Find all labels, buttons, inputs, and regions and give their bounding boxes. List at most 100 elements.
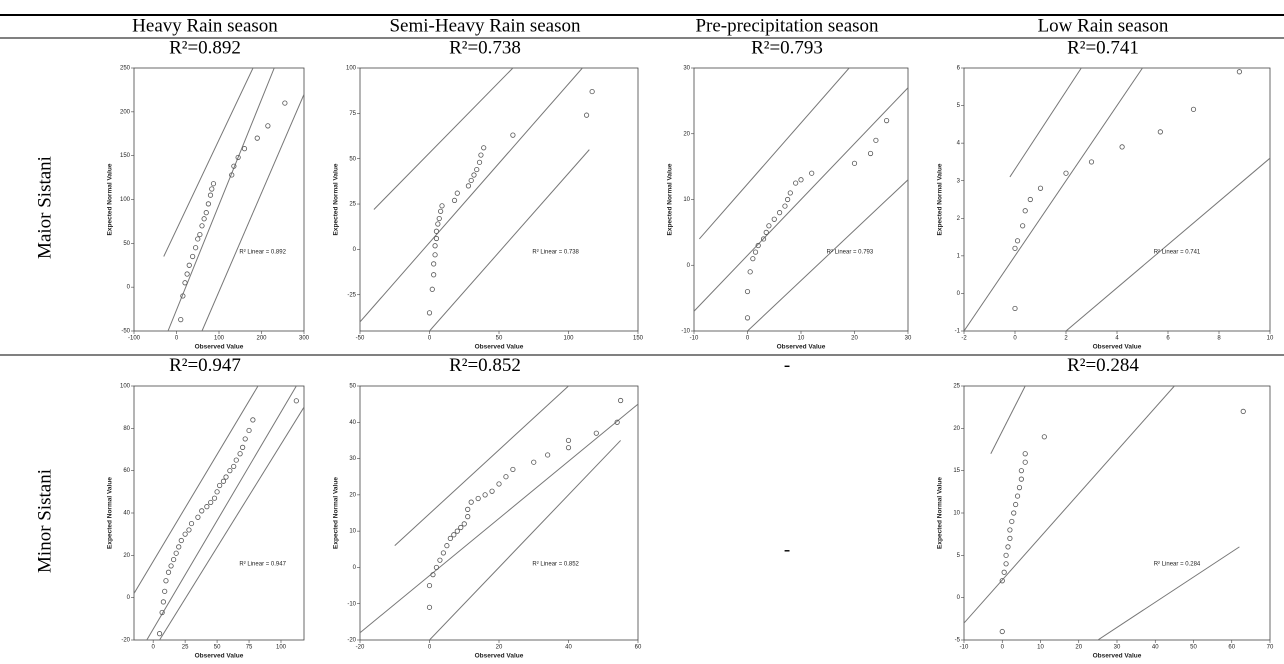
data-point — [246, 427, 252, 434]
data-point — [468, 499, 474, 505]
y-tick-label: 10 — [953, 511, 960, 517]
data-point — [1018, 476, 1024, 482]
y-axis-label: Expected Normal Value — [937, 477, 944, 549]
data-point — [465, 514, 471, 520]
data-point — [1020, 223, 1026, 229]
plot-frame — [963, 385, 1271, 641]
data-point — [1018, 468, 1024, 474]
data-point — [589, 88, 595, 95]
data-point — [197, 231, 203, 238]
x-tick-label: 60 — [1228, 645, 1235, 651]
data-point — [1240, 408, 1246, 414]
qq-plot: -1 0 1 2 3 4 5 6 -2 0 2 4 6 8 10 Expected Normal Value O… — [937, 66, 1274, 351]
data-point — [510, 132, 516, 138]
y-tick-label: 10 — [349, 529, 356, 535]
fit-annotation: R² Linear = 0.852 — [532, 561, 579, 567]
data-point — [1119, 144, 1125, 150]
y-axis-label: Expected Normal Value — [937, 163, 944, 235]
data-point — [883, 118, 890, 124]
reference-line — [1065, 157, 1270, 331]
y-tick-label: -20 — [347, 638, 356, 644]
y-tick-label: -10 — [681, 329, 690, 335]
data-point — [165, 569, 172, 575]
plot-frame — [963, 67, 1271, 332]
data-point — [474, 166, 480, 173]
data-point — [199, 508, 205, 514]
y-tick-label: 30 — [349, 456, 356, 462]
y-tick-label: 0 — [353, 247, 357, 253]
data-point — [1011, 510, 1017, 516]
reference-line — [429, 149, 590, 331]
y-tick-label: 0 — [957, 595, 961, 601]
y-tick-label: 150 — [120, 153, 131, 159]
reference-lines — [964, 386, 1240, 640]
y-tick-label: 75 — [349, 111, 356, 117]
data-point — [220, 478, 227, 484]
data-point — [1001, 569, 1007, 575]
y-tick-label: 5 — [957, 553, 961, 559]
reference-line — [394, 386, 569, 547]
y-tick-label: 3 — [957, 178, 961, 184]
reference-line — [698, 68, 850, 240]
data-point — [771, 216, 777, 222]
r-squared: - — [784, 355, 790, 376]
data-point — [782, 203, 788, 209]
x-tick-label: 0 — [428, 336, 432, 342]
data-point — [184, 271, 190, 277]
y-tick-label: 100 — [120, 384, 131, 390]
fit-annotation: R² Linear = 0.284 — [1154, 561, 1201, 567]
data-point — [433, 235, 440, 242]
data-point — [785, 196, 791, 203]
data-point — [867, 150, 874, 157]
reference-line — [747, 179, 908, 331]
x-tick-label: 200 — [256, 336, 267, 342]
data-point — [1190, 106, 1197, 112]
fit-annotation: R² Linear = 0.947 — [239, 561, 286, 567]
y-tick-label: 20 — [953, 426, 960, 432]
fit-annotation: R² Linear = 0.738 — [532, 250, 579, 256]
reference-line — [990, 386, 1026, 454]
data-point — [468, 177, 474, 184]
y-tick-label: 0 — [127, 285, 131, 291]
data-point — [178, 317, 184, 323]
plot-frame — [133, 385, 305, 641]
data-point — [436, 215, 442, 222]
x-tick-label: 10 — [1267, 336, 1274, 342]
x-axis-label: Observed Value — [475, 344, 524, 351]
data-point — [159, 609, 165, 616]
reference-lines — [360, 68, 590, 331]
x-tick-label: 10 — [798, 336, 805, 342]
x-tick-label: 4 — [1115, 336, 1119, 342]
y-tick-label: 250 — [120, 66, 131, 72]
reference-lines — [163, 68, 304, 331]
data-point — [210, 181, 217, 187]
data-point — [231, 163, 237, 169]
y-tick-label: 80 — [123, 426, 130, 432]
reference-line — [360, 403, 638, 634]
x-tick-label: -10 — [690, 336, 699, 342]
data-point — [217, 482, 223, 489]
y-tick-label: 40 — [123, 511, 130, 517]
data-point — [760, 236, 767, 242]
data-point — [471, 172, 477, 178]
data-point — [429, 286, 435, 292]
data-point — [461, 521, 467, 527]
data-point — [171, 556, 177, 563]
data-point — [1236, 69, 1243, 75]
data-point — [1022, 208, 1028, 214]
row-label: Maior Sistani — [34, 156, 55, 259]
data-point — [176, 544, 182, 550]
x-tick-label: 20 — [851, 336, 858, 342]
data-point — [1003, 561, 1009, 567]
reference-lines — [964, 68, 1270, 331]
data-point — [475, 495, 481, 502]
column-header: Heavy Rain season — [132, 15, 278, 36]
data-point — [186, 527, 192, 533]
data-point — [223, 474, 229, 480]
qq-plot: -20 -10 0 10 20 30 40 50 -20 0 20 40 60 Expected Norm… — [333, 384, 642, 660]
data-point — [1005, 544, 1011, 550]
data-point — [190, 253, 196, 260]
x-tick-label: 40 — [1152, 645, 1159, 651]
fit-annotation: R² Linear = 0.793 — [827, 250, 874, 256]
data-point — [193, 245, 199, 251]
